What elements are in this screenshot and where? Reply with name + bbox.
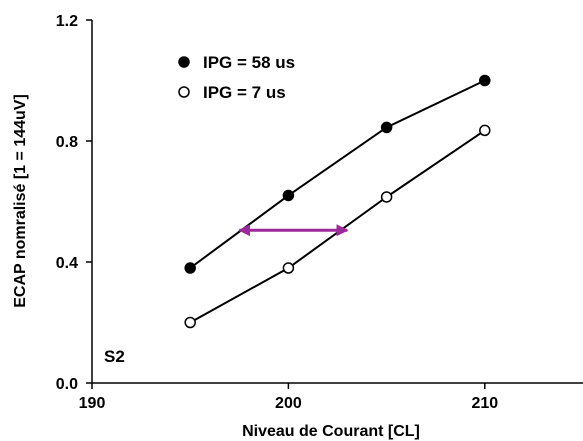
series-line-1 (189, 79, 486, 269)
x-tick-label: 210 (471, 395, 498, 412)
series-lines (189, 79, 486, 324)
legend: IPG = 58 us IPG = 7 us (178, 53, 295, 102)
data-point-series-2 (184, 316, 196, 329)
data-point-series-2 (282, 262, 295, 274)
annotation-label: S2 (104, 347, 125, 366)
data-point-series-1 (380, 121, 393, 134)
legend-marker (178, 56, 190, 68)
data-point-series-1 (282, 189, 295, 202)
x-tick-label: 200 (275, 395, 302, 412)
y-tick-label: 0.0 (56, 376, 78, 393)
x-tick-label: 190 (79, 395, 106, 412)
legend-marker (178, 86, 190, 98)
series-line-2 (189, 129, 486, 324)
axes (91, 20, 583, 384)
y-tick-label: 1.2 (56, 13, 78, 30)
data-point-series-2 (479, 124, 491, 137)
y-axis-label: ECAP nomralisé [1 = 144uV] (12, 94, 29, 308)
data-point-series-2 (380, 191, 393, 203)
y-tick-label: 0.8 (56, 134, 78, 151)
ticks: 0.0 0.4 0.8 1.2 190 200 210 (56, 13, 498, 412)
data-point-series-1 (479, 74, 491, 87)
data-point-series-1 (184, 262, 196, 274)
x-axis-label: Niveau de Courant [CL] (242, 423, 420, 440)
series-points (184, 74, 491, 329)
legend-label: IPG = 58 us (203, 53, 295, 72)
legend-label: IPG = 7 us (203, 83, 286, 102)
y-tick-label: 0.4 (56, 255, 78, 272)
